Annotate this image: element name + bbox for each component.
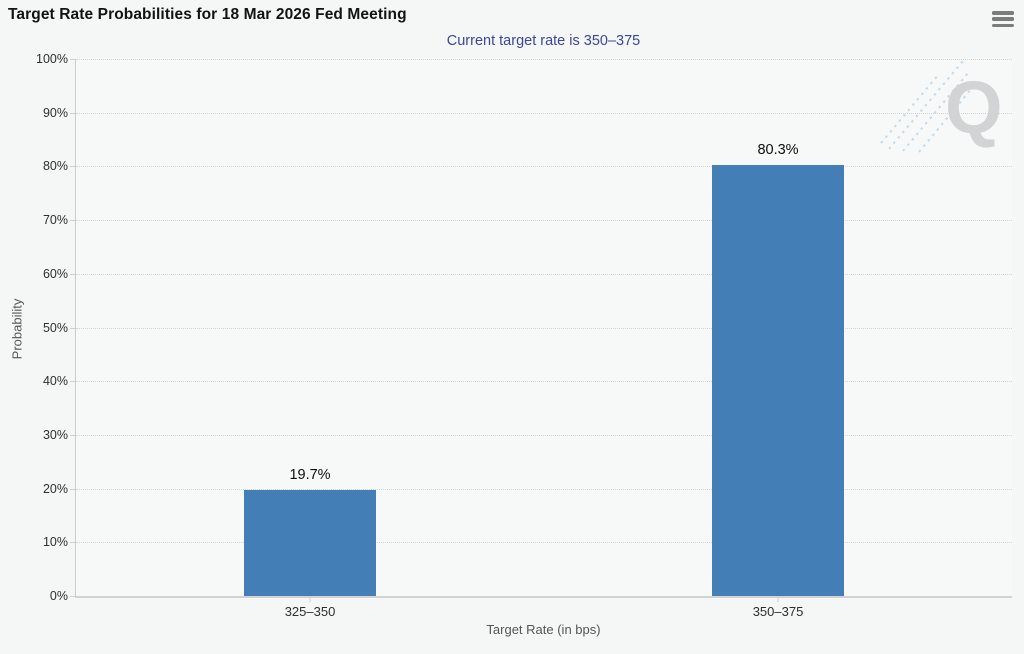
y-axis-tick [70, 59, 76, 60]
x-axis-title: Target Rate (in bps) [486, 622, 601, 637]
gridline [76, 327, 1012, 329]
y-axis-tick-label: 90% [42, 105, 68, 120]
y-axis-tick [70, 381, 76, 383]
y-axis-tick [70, 220, 76, 222]
x-axis-tick [777, 596, 779, 602]
hamburger-bar [992, 23, 1014, 27]
y-axis-tick [70, 596, 76, 597]
y-axis-tick-label: 60% [42, 266, 68, 281]
gridline [76, 273, 1012, 275]
hamburger-bar [992, 11, 1014, 15]
y-axis-tick-label: 30% [42, 427, 68, 442]
y-axis-title: Probability [9, 298, 25, 360]
chart-title: Target Rate Probabilities for 18 Mar 202… [8, 6, 407, 23]
gridline [76, 220, 1012, 222]
gridline [76, 59, 1012, 60]
y-axis-tick-label: 50% [42, 320, 68, 335]
x-axis-tick [309, 596, 311, 602]
plot-area: 0% 10% 20% 30% 40% 50% 60% 70% 80% 90% 100% 19.7% 32… [36, 52, 1012, 619]
y-axis-tick [70, 273, 76, 275]
x-category-label: 350–375 [752, 604, 804, 619]
y-axis-tick [70, 542, 76, 544]
gridline [76, 434, 1012, 436]
y-axis-tick-label: 10% [42, 535, 68, 550]
y-axis-tick [70, 166, 76, 168]
x-category-label: 325–350 [284, 604, 336, 619]
gridline [76, 488, 1012, 490]
gridline [76, 381, 1012, 383]
y-axis-tick-label: 20% [42, 481, 68, 496]
hamburger-menu-icon[interactable] [992, 11, 1014, 27]
y-axis-tick [70, 112, 76, 114]
gridline [76, 166, 1012, 168]
gridline [76, 542, 1012, 544]
hamburger-bar [992, 17, 1014, 21]
y-axis-tick-label: 0% [49, 589, 68, 603]
y-axis-tick-label: 80% [42, 159, 68, 174]
y-axis-tick-label: 40% [42, 374, 68, 389]
chart-subtitle: Current target rate is 350–375 [446, 33, 641, 49]
y-axis-tick [70, 488, 76, 490]
gridline [76, 112, 1012, 114]
bar-value-label: 80.3% [757, 141, 799, 158]
y-axis-tick [70, 434, 76, 436]
y-axis-tick [70, 327, 76, 329]
bar-value-label: 19.7% [289, 467, 331, 484]
probability-bar[interactable] [244, 490, 376, 596]
y-axis-tick-label: 70% [42, 213, 68, 228]
y-axis-tick-label: 100% [36, 52, 68, 66]
probability-bar[interactable] [712, 164, 844, 596]
